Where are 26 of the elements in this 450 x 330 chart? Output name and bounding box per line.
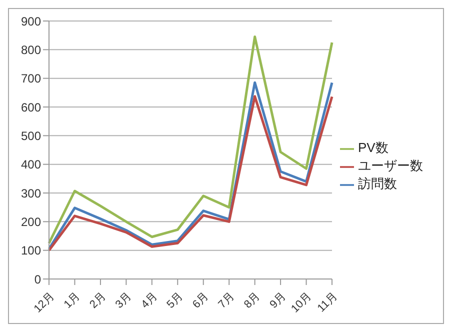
x-tick-label: 4月 bbox=[139, 290, 160, 311]
y-tick-label: 400 bbox=[20, 158, 42, 172]
x-tick-label: 5月 bbox=[164, 290, 186, 311]
y-tick-label: 500 bbox=[20, 128, 42, 143]
legend-label: ユーザー数 bbox=[358, 158, 423, 173]
y-tick-label: 300 bbox=[20, 186, 42, 200]
x-tick-label: 6月 bbox=[190, 290, 212, 311]
x-tick-label: 11月 bbox=[315, 290, 340, 315]
x-tick-label: 7月 bbox=[216, 290, 237, 311]
x-tick-label: 10月 bbox=[289, 290, 314, 316]
x-tick-label: 8月 bbox=[242, 290, 263, 311]
y-tick-label: 900 bbox=[20, 14, 42, 28]
y-tick-label: 200 bbox=[20, 214, 42, 229]
y-tick-label: 100 bbox=[20, 244, 42, 258]
y-tick-label: 800 bbox=[20, 42, 42, 57]
x-tick-label: 3月 bbox=[113, 290, 134, 311]
legend-label: 訪問数 bbox=[358, 176, 397, 191]
x-tick-label: 2月 bbox=[88, 290, 108, 311]
y-tick-label: 600 bbox=[20, 100, 42, 114]
legend-label: PV数 bbox=[358, 140, 388, 155]
x-tick-label: 1月 bbox=[62, 290, 83, 311]
y-tick-label: 0 bbox=[34, 272, 42, 286]
x-tick-label: 12月 bbox=[32, 290, 57, 316]
line-series bbox=[48, 36, 334, 244]
y-tick-label: 700 bbox=[20, 72, 42, 86]
x-tick-label: 9月 bbox=[268, 290, 288, 311]
